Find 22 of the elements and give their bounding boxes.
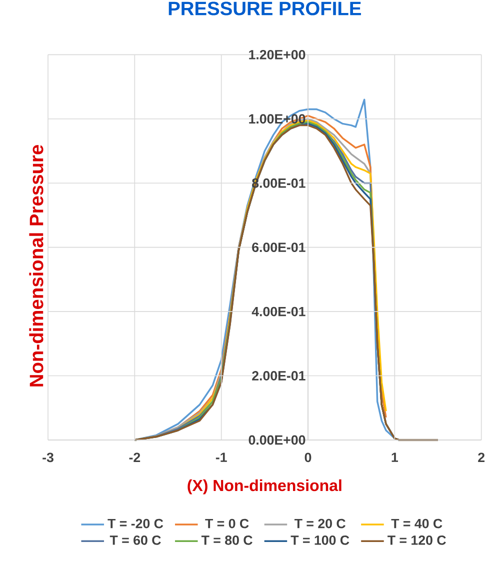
y-tick-label: 6.00E-01 [252, 242, 306, 252]
y-axis-title: Non-dimensional Pressure [29, 145, 44, 386]
legend-label: T = 100 C [290, 535, 350, 545]
chart-title: PRESSURE PROFILE [168, 2, 361, 16]
y-tick-label: 2.00E-01 [252, 371, 306, 380]
x-tick-label: -3 [42, 452, 54, 462]
x-tick-label: 0 [304, 452, 312, 462]
legend-label: T = 0 C [205, 518, 249, 528]
legend-label: T = 20 C [294, 518, 346, 528]
x-tick-label: -1 [216, 452, 227, 462]
x-axis-title: (X) Non-dimensional [188, 479, 342, 494]
y-tick-label: 1.20E+00 [249, 50, 306, 60]
legend-label: T = 60 C [110, 535, 161, 545]
legend-label: T = -20 C [108, 518, 164, 528]
legend-label: T = 80 C [201, 535, 252, 545]
legend-label: T = 40 C [391, 518, 442, 528]
x-tick-label: 2 [478, 452, 485, 462]
x-tick-label: 1 [392, 452, 398, 462]
x-tick-label: -2 [129, 452, 140, 462]
legend-label: T = 120 C [388, 535, 446, 545]
y-tick-label: 4.00E-01 [252, 306, 306, 316]
y-tick-label: 0.00E+00 [248, 435, 306, 445]
